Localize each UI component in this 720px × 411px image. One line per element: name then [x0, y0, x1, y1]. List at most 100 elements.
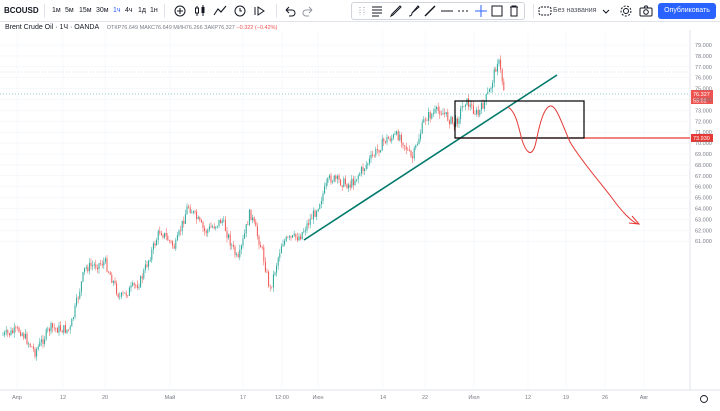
candle-body	[194, 211, 196, 212]
undo-icon[interactable]	[282, 3, 298, 19]
alert-clock-icon[interactable]	[232, 3, 248, 19]
chart-legend: Brent Crude Oil · 1Ч · OANDA ОТКР76.649 …	[5, 24, 277, 31]
candle-body	[141, 276, 143, 279]
candle-body	[375, 148, 377, 156]
price-tick-label: 72.000	[695, 119, 712, 125]
interval-1d[interactable]: 1д	[138, 7, 146, 14]
layout-icon[interactable]	[537, 3, 553, 19]
time-tick-label: Авг	[640, 395, 649, 401]
candle-body	[496, 63, 498, 72]
line-style-icon[interactable]	[456, 3, 472, 19]
candle-body	[407, 149, 409, 151]
candle-body	[168, 240, 170, 242]
candle-body	[440, 114, 442, 116]
redo-icon[interactable]	[300, 3, 316, 19]
candle-body	[162, 235, 164, 238]
forecast-arrow-head	[628, 215, 641, 225]
candle-body	[13, 327, 15, 334]
candle-body	[322, 193, 324, 201]
candle-body	[442, 113, 444, 115]
interval-15m[interactable]: 15м	[79, 7, 92, 14]
publish-button[interactable]: Опубликовать	[658, 3, 716, 19]
candle-body	[228, 234, 230, 238]
interval-1h[interactable]: 1ч	[113, 7, 121, 14]
candle-body	[71, 318, 73, 327]
interval-1m[interactable]: 1м	[52, 7, 61, 14]
candle-body	[212, 226, 214, 228]
candle-body	[328, 175, 330, 179]
text-lines-icon[interactable]	[369, 3, 385, 19]
candle-body	[426, 120, 428, 121]
candle-body	[95, 264, 97, 268]
crosshair-icon[interactable]	[473, 3, 489, 19]
camera-icon[interactable]	[638, 3, 654, 19]
brush-icon[interactable]	[406, 3, 422, 19]
interval-30m[interactable]: 30м	[96, 7, 109, 14]
trend-line[interactable]	[303, 74, 558, 241]
candle-body	[79, 291, 81, 299]
symbol-search[interactable]: BCOUSD	[4, 6, 39, 15]
candle-body	[221, 220, 223, 224]
drag-handle-icon[interactable]	[354, 3, 370, 19]
candle-body	[204, 227, 206, 231]
candle-body	[192, 211, 194, 213]
layout-name[interactable]: Без названия	[553, 7, 597, 14]
line-color-icon[interactable]	[422, 3, 438, 19]
chevron-down-icon[interactable]	[598, 3, 614, 19]
candle-body	[173, 245, 175, 249]
interval-5m[interactable]: 5м	[65, 7, 74, 14]
axis-settings-icon[interactable]	[700, 395, 708, 403]
candle-body	[304, 230, 306, 232]
candle-body	[229, 234, 231, 246]
candle-body	[170, 240, 172, 242]
line-width-icon[interactable]	[439, 3, 455, 19]
add-compare-icon[interactable]	[172, 3, 188, 19]
replay-icon[interactable]	[252, 3, 268, 19]
forecast-path[interactable]	[507, 105, 639, 225]
price-tick-label: 79.000	[695, 43, 712, 49]
candle-body	[312, 210, 314, 220]
pencil-icon[interactable]	[388, 3, 404, 19]
candle-body	[460, 108, 462, 120]
candle-body	[340, 179, 342, 186]
candle-body	[405, 146, 407, 150]
candle-body	[263, 247, 265, 262]
candle-body	[237, 254, 239, 258]
range-rectangle[interactable]	[454, 100, 585, 139]
candle-body	[242, 238, 244, 246]
candle-body	[277, 257, 279, 266]
candle-body	[114, 281, 116, 284]
candle-body	[69, 326, 71, 330]
candle-body	[55, 327, 57, 329]
candle-body	[56, 328, 58, 333]
candle-body	[258, 236, 260, 245]
price-tick-label: 62.000	[695, 228, 712, 234]
separator	[276, 4, 277, 18]
candle-body	[303, 231, 305, 233]
legend-title[interactable]: Brent Crude Oil · 1Ч · OANDA	[5, 24, 99, 31]
candle-body	[151, 249, 153, 261]
trash-icon[interactable]	[506, 3, 522, 19]
interval-1w[interactable]: 1н	[150, 7, 158, 14]
candle-body	[40, 339, 42, 342]
chart-style-candles-icon[interactable]	[192, 3, 208, 19]
rectangle-select-icon[interactable]	[489, 3, 505, 19]
indicators-icon[interactable]	[212, 3, 228, 19]
candle-body	[445, 111, 447, 115]
candle-body	[266, 271, 268, 273]
candle-body	[298, 236, 300, 241]
candle-body	[152, 243, 154, 250]
candle-body	[157, 231, 159, 240]
candle-body	[434, 109, 436, 113]
candle-body	[96, 267, 98, 270]
candle-body	[272, 274, 274, 288]
candle-body	[348, 184, 350, 189]
candle-body	[252, 217, 254, 221]
interval-4h[interactable]: 4ч	[125, 7, 133, 14]
candle-body	[415, 145, 417, 148]
candle-body	[448, 120, 450, 125]
time-tick-label: 26	[602, 395, 608, 401]
candle-body	[360, 167, 362, 174]
gear-icon[interactable]	[618, 3, 634, 19]
